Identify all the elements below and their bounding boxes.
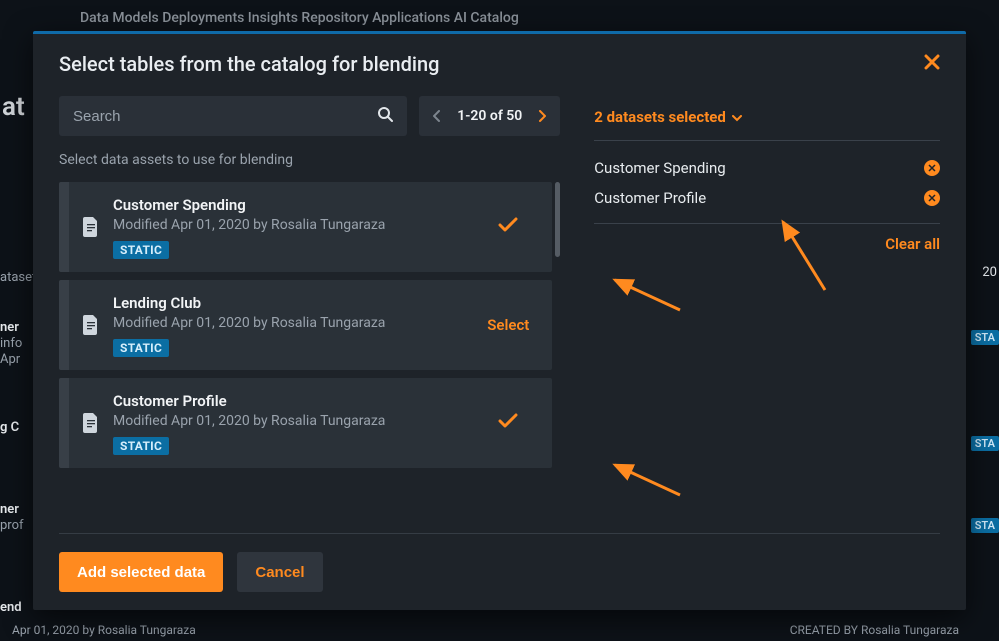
- modal-header: Select tables from the catalog for blend…: [33, 34, 966, 96]
- search-icon[interactable]: [377, 106, 393, 126]
- asset-card[interactable]: Lending Club Modified Apr 01, 2020 by Ro…: [59, 280, 552, 370]
- asset-title: Customer Profile: [113, 392, 478, 410]
- bg-left-2: ner: [0, 320, 19, 335]
- selected-header[interactable]: 2 datasets selected: [594, 108, 940, 141]
- close-icon[interactable]: [924, 54, 940, 75]
- selected-check-icon[interactable]: [498, 217, 518, 237]
- asset-list: Customer Spending Modified Apr 01, 2020 …: [59, 182, 560, 468]
- file-icon: [69, 315, 113, 335]
- pager: 1-20 of 50: [419, 96, 560, 136]
- instruction-text: Select data assets to use for blending: [59, 152, 560, 168]
- bg-left-4: ner: [0, 502, 19, 517]
- bg-left-prof: prof: [0, 518, 24, 533]
- bg-bottom-modified: Apr 01, 2020 by Rosalia Tungaraza: [12, 623, 196, 637]
- bg-top-nav: Data Models Deployments Insights Reposit…: [80, 10, 519, 26]
- selected-count-label: 2 datasets selected: [594, 108, 726, 126]
- bg-tag-1: STA: [971, 330, 999, 345]
- bg-left-info: info: [0, 336, 22, 351]
- asset-title: Lending Club: [113, 294, 478, 312]
- asset-tag: STATIC: [113, 241, 169, 259]
- selected-check-icon[interactable]: [498, 413, 518, 433]
- remove-icon[interactable]: ✕: [924, 190, 940, 206]
- remove-icon[interactable]: ✕: [924, 160, 940, 176]
- scrollbar[interactable]: [555, 182, 560, 257]
- select-button[interactable]: Select: [487, 316, 529, 334]
- bg-tag-2: STA: [971, 436, 999, 451]
- asset-subtitle: Modified Apr 01, 2020 by Rosalia Tungara…: [113, 217, 478, 233]
- bg-left-5: end: [0, 600, 22, 615]
- asset-title: Customer Spending: [113, 196, 478, 214]
- asset-tag: STATIC: [113, 437, 169, 455]
- add-selected-button[interactable]: Add selected data: [59, 552, 223, 592]
- selected-list: Customer Spending ✕ Customer Profile ✕: [594, 153, 940, 213]
- search-box[interactable]: [59, 96, 407, 136]
- asset-tag: STATIC: [113, 339, 169, 357]
- asset-subtitle: Modified Apr 01, 2020 by Rosalia Tungara…: [113, 315, 478, 331]
- bg-tag-3: STA: [971, 518, 999, 533]
- pager-prev-icon[interactable]: [433, 107, 441, 126]
- clear-all-button[interactable]: Clear all: [885, 235, 940, 253]
- bg-left-3: g C: [0, 420, 19, 435]
- cancel-button[interactable]: Cancel: [237, 552, 322, 592]
- modal-footer: Add selected data Cancel: [59, 533, 940, 610]
- modal-title: Select tables from the catalog for blend…: [59, 52, 439, 76]
- bg-heading-partial: at: [2, 92, 25, 122]
- asset-subtitle: Modified Apr 01, 2020 by Rosalia Tungara…: [113, 413, 478, 429]
- bg-right-20: 20: [982, 265, 997, 280]
- selected-item: Customer Spending ✕: [594, 153, 940, 183]
- asset-card[interactable]: Customer Spending Modified Apr 01, 2020 …: [59, 182, 552, 272]
- bg-bottom-created: CREATED BY Rosalia Tungaraza: [790, 623, 959, 637]
- selected-item-label: Customer Profile: [594, 189, 706, 207]
- blend-catalog-modal: Select tables from the catalog for blend…: [33, 31, 966, 610]
- file-icon: [69, 217, 113, 237]
- selected-item-label: Customer Spending: [594, 159, 725, 177]
- pager-range: 1-20 of 50: [457, 108, 522, 124]
- file-icon: [69, 413, 113, 433]
- selected-item: Customer Profile ✕: [594, 183, 940, 213]
- asset-card[interactable]: Customer Profile Modified Apr 01, 2020 b…: [59, 378, 552, 468]
- bg-left-apr: Apr: [0, 352, 20, 367]
- clear-all-row: Clear all: [594, 223, 940, 253]
- search-input[interactable]: [73, 108, 377, 125]
- chevron-down-icon: [732, 108, 742, 126]
- pager-next-icon[interactable]: [538, 107, 546, 126]
